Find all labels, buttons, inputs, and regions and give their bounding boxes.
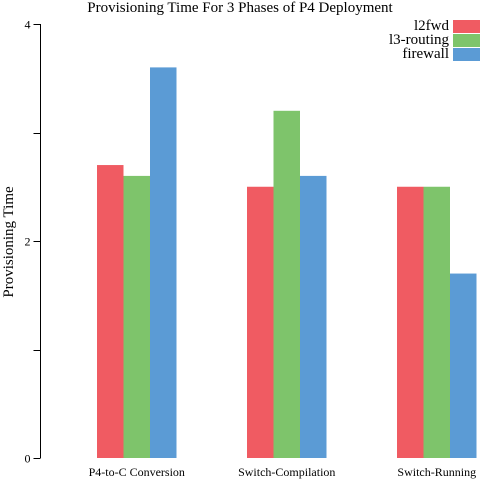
y-ticks: 0 2 4 <box>25 18 41 466</box>
y-tick-label: 4 <box>25 18 31 32</box>
x-tick-label: Switch-Compilation <box>238 465 335 479</box>
bar-l2fwd <box>247 186 274 458</box>
bars <box>97 67 477 459</box>
x-tick-label: Switch-Running <box>397 465 476 479</box>
x-tick-labels: P4-to-C Conversion Switch-Compilation Swit… <box>89 465 477 479</box>
bar-l3-routing <box>123 175 150 458</box>
bar-l3-routing <box>423 186 450 458</box>
legend-label: l2fwd <box>414 18 449 34</box>
y-tick-label: 2 <box>25 235 31 249</box>
legend-swatch <box>453 48 480 61</box>
bar-firewall <box>450 273 477 458</box>
bar-l2fwd <box>397 186 424 458</box>
bar-firewall <box>300 175 327 458</box>
legend-label: l3-routing <box>389 32 449 48</box>
y-axis-label: Provisioning Time <box>1 186 17 298</box>
legend-swatch <box>453 34 480 47</box>
bar-l2fwd <box>97 165 124 459</box>
chart-title: Provisioning Time For 3 Phases of P4 Dep… <box>87 0 393 16</box>
legend-swatch <box>453 20 480 33</box>
bar-firewall <box>150 67 177 459</box>
x-tick-label: P4-to-C Conversion <box>89 465 185 479</box>
y-tick-label: 0 <box>25 452 31 466</box>
bar-l3-routing <box>273 110 300 459</box>
legend-label: firewall <box>402 46 449 62</box>
